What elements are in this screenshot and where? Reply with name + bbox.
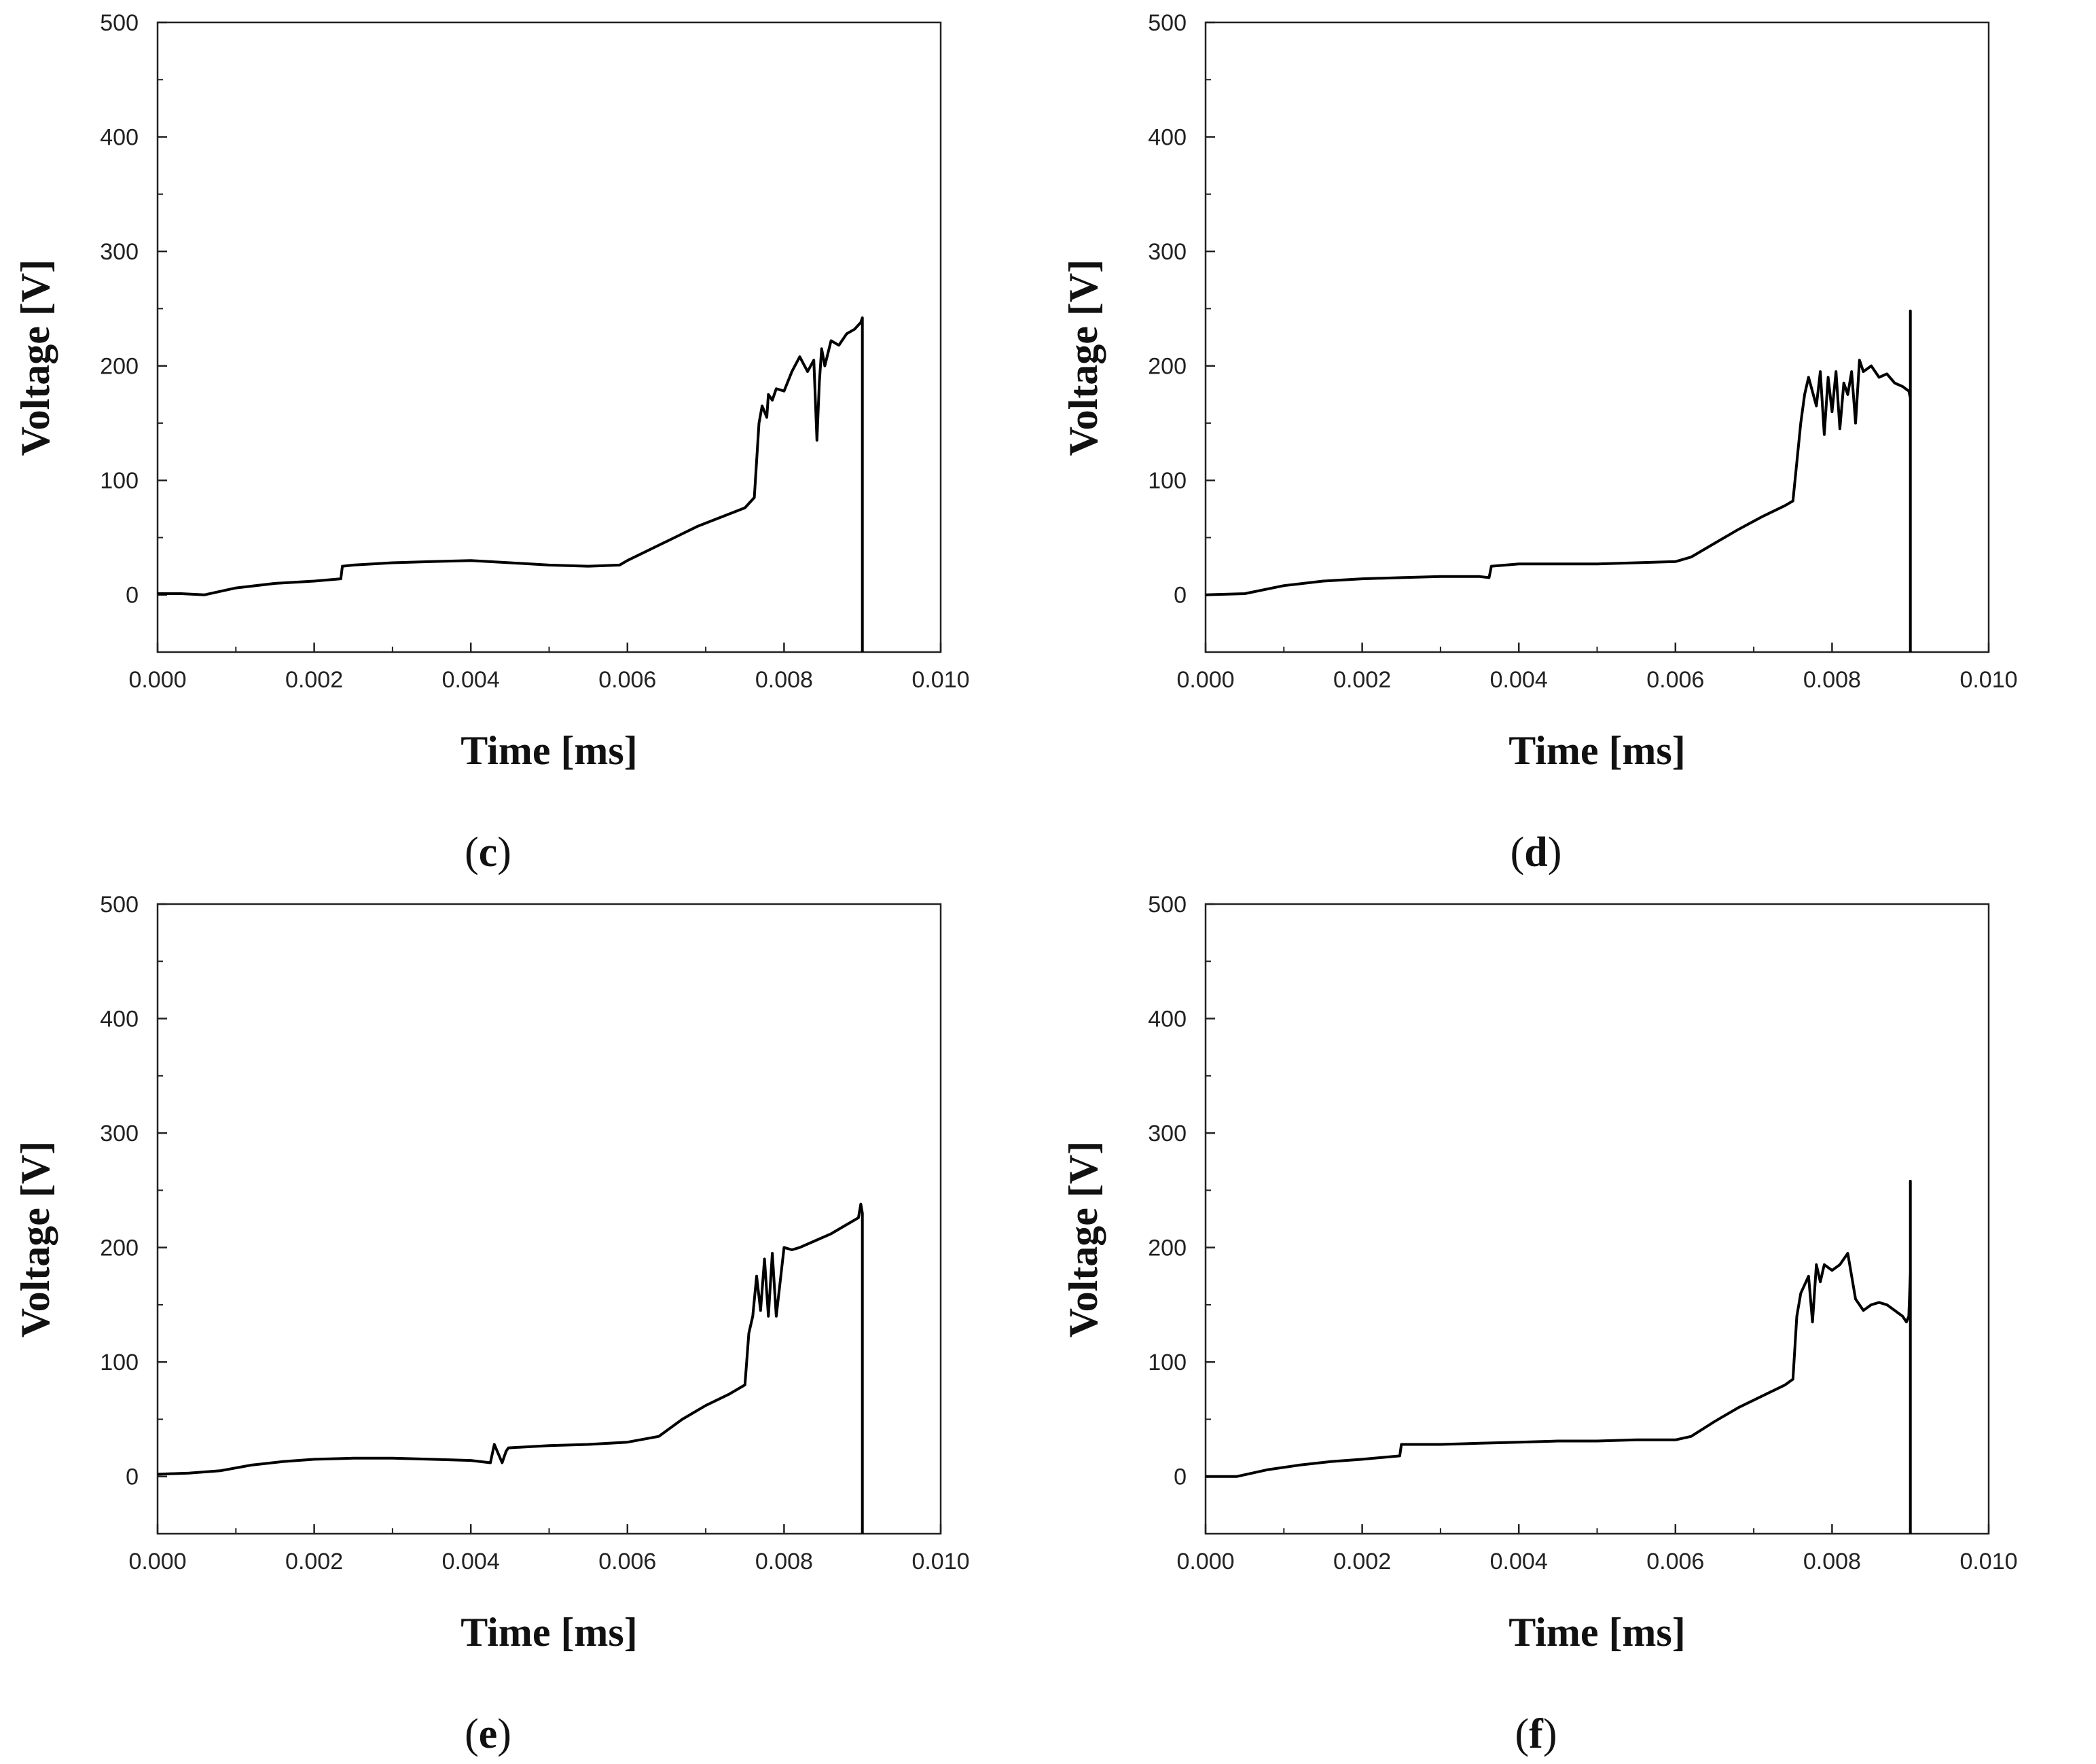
y-tick-label: 200 [100,354,139,380]
x-tick-label: 0.000 [128,667,186,693]
plot-frame [1204,903,1990,1535]
chart-svg-c: 0.000 0.002 0.004 0.006 0.008 0.010 0 100 200 300… [13,10,970,876]
plot-frame [156,903,942,1535]
y-tick-label: 500 [1148,10,1187,36]
panel-letter: f [1529,1711,1544,1757]
y-axis-title: Voltage [V] [13,1141,58,1337]
y-axis-title: Voltage [V] [1061,1141,1106,1337]
y-tick-label: 300 [100,1121,139,1147]
y-tick-label: 100 [1148,468,1187,494]
x-tick-label: 0.010 [1959,667,2017,693]
x-tick-label: 0.010 [911,1549,969,1574]
plot-frame [1204,21,1990,653]
x-tick-label: 0.008 [755,1549,813,1574]
y-tick-label: 300 [1148,239,1187,265]
panel-letter: d [1524,829,1547,876]
x-tick-label: 0.008 [1803,667,1861,693]
y-tick-label: 400 [100,125,139,151]
y-tick-label: 0 [1174,1464,1187,1490]
x-tick-label: 0.000 [1176,667,1234,693]
panel-letter: c [479,829,498,876]
x-tick-label: 0.000 [1176,1549,1234,1574]
chart-panel-e: 0.000 0.002 0.004 0.006 0.008 0.010 0 100 200 300… [0,882,1048,1763]
x-axis-title: Time [ms] [1508,728,1686,773]
x-tick-label: 0.002 [1333,1549,1391,1574]
y-tick-label: 100 [1148,1350,1187,1375]
x-axis-title: Time [ms] [1508,1610,1686,1655]
voltage-series-line [158,316,864,652]
x-tick-label: 0.004 [442,667,500,693]
y-tick-label: 400 [1148,125,1187,151]
x-tick-label: 0.010 [911,667,969,693]
chart-panel-f: 0.000 0.002 0.004 0.006 0.008 0.010 0 100 200 300… [1048,882,2096,1763]
y-axis-title: Voltage [V] [13,259,58,456]
y-tick-label: 500 [100,892,139,918]
x-tick-label: 0.010 [1959,1549,2017,1574]
x-tick-label: 0.002 [1333,667,1391,693]
panel-letter: e [479,1711,498,1757]
voltage-series-line [1206,309,1912,652]
panel-label: (f) [1515,1711,1557,1757]
y-tick-label: 300 [100,239,139,265]
x-axis-title: Time [ms] [460,728,638,773]
x-tick-label: 0.004 [1490,1549,1548,1574]
panel-label: (d) [1511,829,1562,876]
y-tick-label: 200 [1148,1236,1187,1261]
x-tick-label: 0.006 [1646,1549,1704,1574]
chart-svg-e: 0.000 0.002 0.004 0.006 0.008 0.010 0 100 200 300… [13,892,970,1757]
x-tick-label: 0.002 [285,667,343,693]
x-tick-label: 0.004 [1490,667,1548,693]
y-tick-label: 200 [1148,354,1187,380]
y-tick-label: 500 [1148,892,1187,918]
voltage-series-line [158,1202,864,1534]
y-tick-label: 500 [100,10,139,36]
chart-panel-d: 0.000 0.002 0.004 0.006 0.008 0.010 0 100 200 300… [1048,0,2096,882]
x-axis-title: Time [ms] [460,1610,638,1655]
x-tick-label: 0.000 [128,1549,186,1574]
y-tick-label: 0 [1174,583,1187,609]
y-tick-label: 400 [1148,1007,1187,1032]
y-tick-label: 300 [1148,1121,1187,1147]
y-tick-label: 100 [100,1350,139,1375]
y-tick-label: 0 [126,1464,139,1490]
chart-svg-f: 0.000 0.002 0.004 0.006 0.008 0.010 0 100 200 300… [1061,892,2018,1757]
voltage-series-line [1206,1179,1912,1534]
y-tick-label: 100 [100,468,139,494]
panel-label: (e) [465,1711,511,1757]
x-tick-label: 0.008 [755,667,813,693]
chart-svg-d: 0.000 0.002 0.004 0.006 0.008 0.010 0 100 200 300… [1061,10,2018,876]
x-tick-label: 0.006 [598,1549,656,1574]
y-axis-title: Voltage [V] [1061,259,1106,456]
x-tick-label: 0.002 [285,1549,343,1574]
x-tick-label: 0.004 [442,1549,500,1574]
x-tick-label: 0.006 [1646,667,1704,693]
plot-frame [156,21,942,653]
x-tick-label: 0.008 [1803,1549,1861,1574]
chart-panel-c: 0.000 0.002 0.004 0.006 0.008 0.010 0 100 200 300… [0,0,1048,882]
y-tick-label: 400 [100,1007,139,1032]
y-tick-label: 0 [126,583,139,609]
y-tick-label: 200 [100,1236,139,1261]
panel-label: (c) [465,829,511,876]
x-tick-label: 0.006 [598,667,656,693]
